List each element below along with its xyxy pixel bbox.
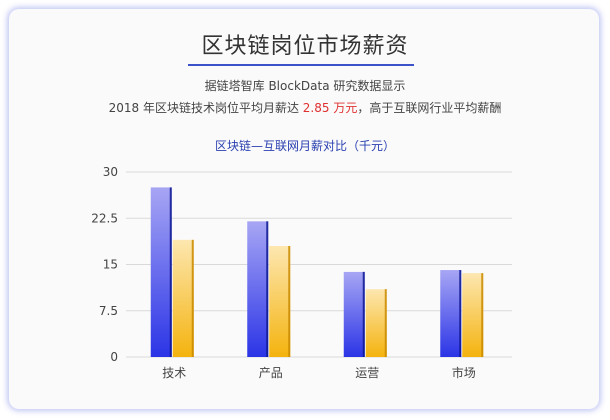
bar-edge-series2-2 bbox=[384, 289, 387, 357]
bar-edge-series2-1 bbox=[288, 246, 291, 357]
x-tick-label: 技术 bbox=[162, 366, 186, 380]
y-tick-label: 7.5 bbox=[99, 304, 118, 318]
bar-series2-0 bbox=[172, 239, 194, 357]
title-underline bbox=[188, 64, 414, 66]
bar-edge-series2-0 bbox=[191, 239, 194, 357]
y-tick-label: 0 bbox=[110, 350, 118, 364]
bar-series2-1 bbox=[269, 246, 291, 357]
subtitle-salary-after: ，高于互联网行业平均薪酬 bbox=[357, 101, 502, 115]
bars bbox=[150, 187, 484, 357]
x-axis: 技术 产品 运营 市场 bbox=[162, 365, 476, 380]
x-tick-label: 运营 bbox=[355, 366, 379, 380]
page-title: 区块链岗位市场薪资 bbox=[201, 34, 409, 59]
bar-series1-1 bbox=[247, 221, 269, 357]
bar-series1-2 bbox=[343, 271, 365, 357]
bar-edge-series1-1 bbox=[266, 221, 269, 357]
bar-series2-2 bbox=[365, 289, 387, 357]
subtitle-source: 据链塔智库 BlockData 研究数据显示 bbox=[204, 79, 406, 93]
subtitle-salary-before: 2018 年区块链技术岗位平均月薪达 bbox=[108, 101, 303, 115]
bar-series1-0 bbox=[150, 187, 172, 357]
y-tick-label: 15 bbox=[103, 258, 118, 272]
bar-edge-series1-3 bbox=[459, 270, 462, 357]
subtitle-salary: 2018 年区块链技术岗位平均月薪达 2.85 万元，高于互联网行业平均薪酬 bbox=[0, 99, 610, 116]
salary-highlight: 2.85 万元 bbox=[302, 101, 358, 115]
y-tick-label: 30 bbox=[103, 165, 118, 179]
y-axis: 0 7.5 15 22.5 30 bbox=[91, 165, 118, 364]
bar-edge-series2-3 bbox=[481, 273, 484, 357]
x-tick-label: 市场 bbox=[452, 365, 476, 380]
chart-card bbox=[9, 9, 599, 409]
x-tick-label: 产品 bbox=[259, 366, 283, 380]
bar-edge-series1-2 bbox=[362, 271, 365, 357]
chart-title: 区块链—互联网月薪对比（千元） bbox=[214, 139, 395, 153]
bar-edge-series1-0 bbox=[169, 187, 172, 357]
y-tick-label: 22.5 bbox=[91, 211, 118, 225]
bar-series2-3 bbox=[462, 273, 484, 357]
bar-series1-3 bbox=[440, 270, 462, 357]
